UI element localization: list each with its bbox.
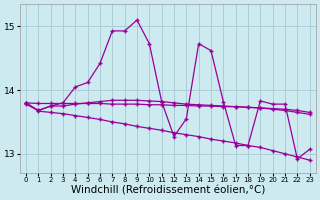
X-axis label: Windchill (Refroidissement éolien,°C): Windchill (Refroidissement éolien,°C) [71,186,265,196]
